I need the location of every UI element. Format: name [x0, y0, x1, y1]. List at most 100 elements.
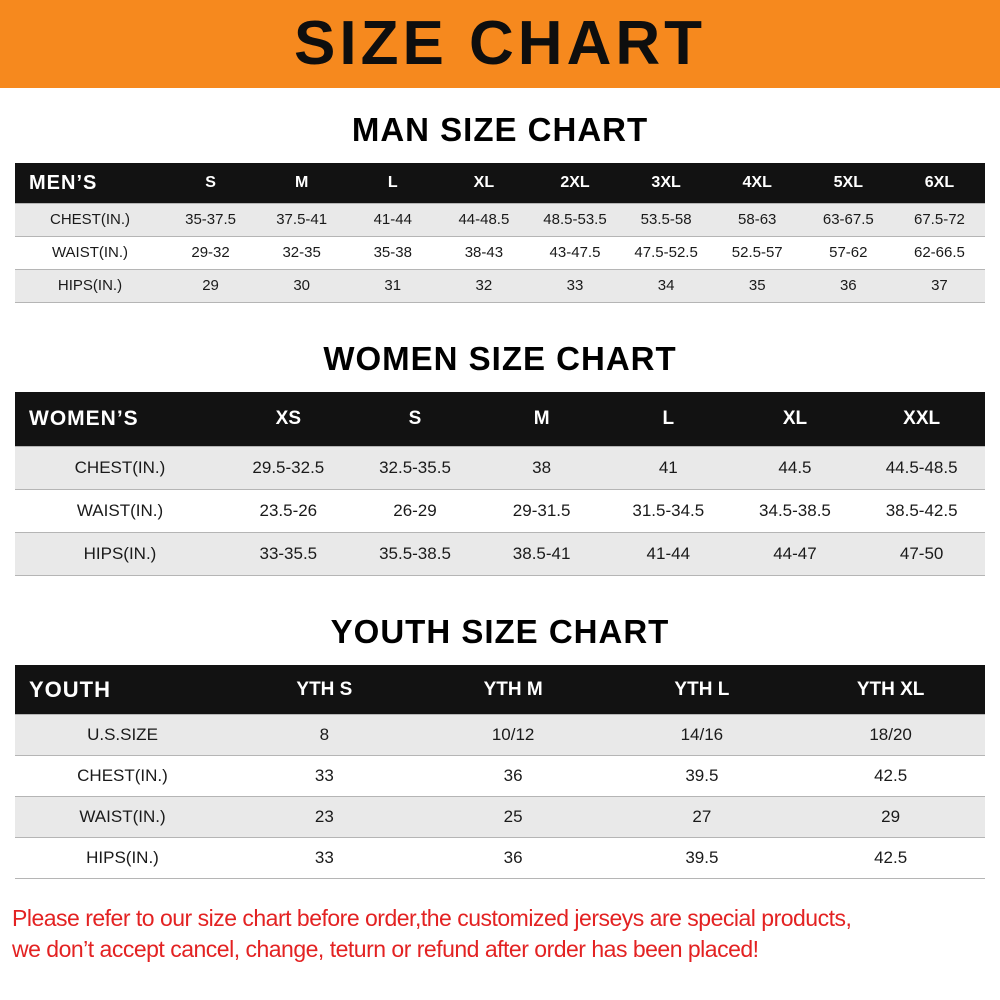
- column-header: XL: [731, 392, 859, 447]
- cell: 47.5-52.5: [620, 235, 712, 270]
- table-row: WAIST(IN.) 23.5-26 26-29 29-31.5 31.5-34.5 34…: [15, 488, 985, 533]
- cell: 41: [604, 445, 732, 490]
- row-label: HIPS(IN.): [15, 268, 165, 303]
- cell: 30: [256, 268, 348, 303]
- cell: 18/20: [796, 714, 985, 756]
- table-header-row: MEN’S S M L XL 2XL 3XL 4XL 5XL 6XL: [15, 163, 985, 204]
- heading-youth: YOUTH SIZE CHART: [330, 612, 670, 650]
- row-label: HIPS(IN.): [15, 837, 230, 879]
- column-header: L: [604, 392, 732, 447]
- cell: 44-48.5: [438, 202, 530, 237]
- table-row: WAIST(IN.) 23 25 27 29: [15, 796, 985, 838]
- cell: 38: [478, 445, 605, 490]
- row-label: CHEST(IN.): [15, 755, 230, 797]
- column-header: 5XL: [802, 163, 894, 204]
- column-header: M: [478, 392, 605, 447]
- table-row: U.S.SIZE 8 10/12 14/16 18/20: [15, 714, 985, 756]
- cell: 31: [347, 268, 439, 303]
- size-chart-sections: MAN SIZE CHART MEN’S S M L XL 2XL 3XL 4XL 5XL 6XL C…: [0, 111, 1000, 880]
- column-header: YTH L: [607, 664, 797, 715]
- cell: 39.5: [607, 837, 797, 879]
- table-row: WAIST(IN.) 29-32 32-35 35-38 38-43 43-47.5 47.…: [15, 235, 985, 270]
- cell: 14/16: [607, 714, 797, 756]
- column-header: M: [256, 163, 348, 204]
- cell: 29-31.5: [478, 488, 605, 533]
- column-header: 4XL: [711, 163, 803, 204]
- cell: 35-38: [347, 235, 439, 270]
- cell: 38.5-42.5: [858, 488, 985, 533]
- cell: 23: [230, 796, 419, 838]
- cell: 42.5: [796, 837, 985, 879]
- cell: 37.5-41: [256, 202, 348, 237]
- cell: 44.5: [731, 445, 859, 490]
- cell: 23.5-26: [225, 488, 352, 533]
- cell: 58-63: [711, 202, 803, 237]
- cell: 33: [529, 268, 621, 303]
- heading-men: MAN SIZE CHART: [351, 111, 649, 148]
- cell: 32: [438, 268, 530, 303]
- cell: 38.5-41: [478, 531, 605, 576]
- cell: 57-62: [802, 235, 894, 270]
- footer-notice: Please refer to our size chart before or…: [12, 903, 988, 965]
- table-women: WOMEN’S XS S M L XL XXL CHEST(IN.) 29.5-32.5 32.5…: [15, 392, 985, 576]
- size-chart-page: SIZE CHART MAN SIZE CHART MEN’S S M L XL 2XL 3X…: [0, 0, 1000, 965]
- cell: 41-44: [347, 202, 439, 237]
- cell: 32.5-35.5: [351, 445, 479, 490]
- row-label: U.S.SIZE: [15, 714, 230, 756]
- cell: 34: [620, 268, 712, 303]
- cell: 62-66.5: [893, 235, 985, 270]
- section-youth: YOUTH SIZE CHART YOUTH YTH S YTH M YTH L YTH …: [0, 612, 1000, 880]
- column-header: XL: [438, 163, 530, 204]
- cell: 35: [711, 268, 803, 303]
- column-header: XXL: [858, 392, 985, 447]
- table-header-label: YOUTH: [15, 664, 230, 715]
- table-header-row: YOUTH YTH S YTH M YTH L YTH XL: [15, 664, 985, 715]
- column-header: S: [165, 163, 257, 204]
- cell: 32-35: [256, 235, 348, 270]
- column-header: 2XL: [529, 163, 621, 204]
- cell: 47-50: [858, 531, 985, 576]
- cell: 67.5-72: [893, 202, 985, 237]
- row-label: WAIST(IN.): [15, 235, 165, 270]
- cell: 36: [418, 755, 608, 797]
- cell: 8: [230, 714, 419, 756]
- cell: 25: [418, 796, 608, 838]
- table-row: CHEST(IN.) 29.5-32.5 32.5-35.5 38 41 44.5 44.5…: [15, 445, 985, 490]
- column-header: XS: [225, 392, 352, 447]
- banner: SIZE CHART: [0, 0, 1000, 88]
- column-header: YTH M: [418, 664, 608, 715]
- cell: 33: [230, 837, 419, 879]
- table-row: HIPS(IN.) 33-35.5 35.5-38.5 38.5-41 41-44 44-…: [15, 531, 985, 576]
- section-women: WOMEN SIZE CHART WOMEN’S XS S M L XL XXL CHEST(I…: [0, 339, 1000, 576]
- cell: 44.5-48.5: [858, 445, 985, 490]
- cell: 36: [418, 837, 608, 879]
- column-header: YTH XL: [796, 664, 985, 715]
- table-row: CHEST(IN.) 35-37.5 37.5-41 41-44 44-48.5 48.5…: [15, 202, 985, 237]
- heading-women: WOMEN SIZE CHART: [323, 339, 677, 377]
- cell: 33: [230, 755, 419, 797]
- cell: 34.5-38.5: [731, 488, 859, 533]
- table-header-row: WOMEN’S XS S M L XL XXL: [15, 392, 985, 447]
- table-row: HIPS(IN.) 33 36 39.5 42.5: [15, 837, 985, 879]
- column-header: YTH S: [230, 664, 419, 715]
- column-header: L: [347, 163, 439, 204]
- cell: 53.5-58: [620, 202, 712, 237]
- table-header-label: MEN’S: [15, 163, 165, 204]
- cell: 26-29: [351, 488, 479, 533]
- row-label: WAIST(IN.): [15, 488, 225, 533]
- cell: 10/12: [418, 714, 608, 756]
- table-row: HIPS(IN.) 29 30 31 32 33 34 35 36 37: [15, 268, 985, 303]
- row-label: HIPS(IN.): [15, 531, 225, 576]
- table-men: MEN’S S M L XL 2XL 3XL 4XL 5XL 6XL CHEST(IN.) 35-37…: [15, 163, 985, 303]
- row-label: CHEST(IN.): [15, 445, 225, 490]
- column-header: 3XL: [620, 163, 712, 204]
- cell: 31.5-34.5: [604, 488, 732, 533]
- notice-line-2: we don’t accept cancel, change, teturn o…: [12, 936, 759, 963]
- cell: 29-32: [165, 235, 257, 270]
- cell: 52.5-57: [711, 235, 803, 270]
- row-label: WAIST(IN.): [15, 796, 230, 838]
- cell: 27: [607, 796, 797, 838]
- column-header: 6XL: [893, 163, 985, 204]
- cell: 38-43: [438, 235, 530, 270]
- table-row: CHEST(IN.) 33 36 39.5 42.5: [15, 755, 985, 797]
